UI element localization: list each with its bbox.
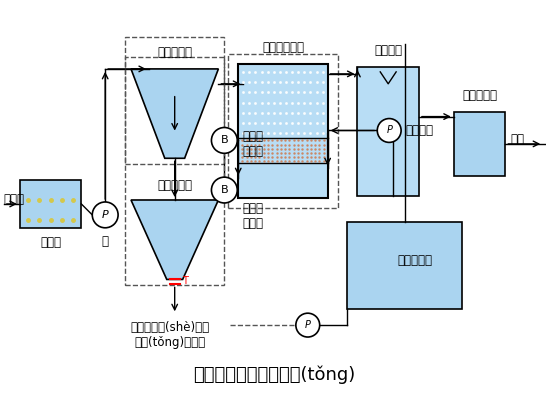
Text: P: P bbox=[102, 210, 109, 220]
Bar bbox=[347, 222, 461, 309]
Text: 處理水池: 處理水池 bbox=[374, 44, 402, 57]
Bar bbox=[20, 180, 81, 228]
Bar bbox=[357, 67, 419, 196]
Circle shape bbox=[212, 127, 237, 153]
Text: 泵: 泵 bbox=[102, 235, 109, 248]
Text: 初次沉淀池: 初次沉淀池 bbox=[157, 46, 192, 59]
Polygon shape bbox=[131, 69, 219, 158]
Polygon shape bbox=[131, 200, 219, 279]
Circle shape bbox=[377, 119, 401, 142]
Text: 投氧混合池: 投氧混合池 bbox=[462, 89, 497, 101]
Circle shape bbox=[212, 177, 237, 203]
Text: P: P bbox=[386, 125, 392, 135]
Text: 污泥濃縮池: 污泥濃縮池 bbox=[157, 179, 192, 192]
Text: 污泥處理設(shè)備或
系統(tǒng)外排放: 污泥處理設(shè)備或 系統(tǒng)外排放 bbox=[130, 321, 209, 349]
Text: T: T bbox=[181, 277, 187, 287]
Text: P: P bbox=[305, 320, 311, 330]
Text: 反沖洗水: 反沖洗水 bbox=[405, 124, 433, 137]
Bar bbox=[125, 57, 224, 164]
Text: 反沖用
空壓機: 反沖用 空壓機 bbox=[242, 131, 263, 158]
Bar bbox=[229, 54, 338, 208]
Text: 沉砂池: 沉砂池 bbox=[40, 236, 61, 249]
Text: B: B bbox=[220, 135, 228, 145]
Text: 曝氣生物濾池: 曝氣生物濾池 bbox=[262, 41, 304, 54]
Text: B: B bbox=[220, 185, 228, 195]
Text: 反沖洗水池: 反沖洗水池 bbox=[397, 254, 432, 267]
Bar bbox=[454, 111, 505, 176]
Bar bbox=[125, 37, 224, 285]
Text: 生物濾池污水處理系統(tǒng): 生物濾池污水處理系統(tǒng) bbox=[193, 365, 355, 384]
Bar bbox=[238, 64, 328, 198]
Circle shape bbox=[296, 313, 319, 337]
Text: 曝氣用
空壓機: 曝氣用 空壓機 bbox=[242, 202, 263, 230]
Text: 放流: 放流 bbox=[510, 133, 524, 146]
Text: 原污水: 原污水 bbox=[4, 193, 25, 207]
Circle shape bbox=[92, 202, 118, 228]
